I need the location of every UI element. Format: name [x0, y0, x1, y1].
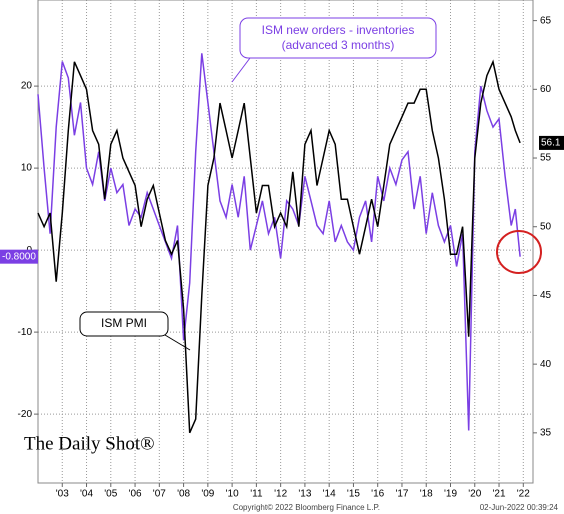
- plot-frame: [37, 0, 534, 484]
- x-tick-label: '08: [177, 489, 190, 500]
- y2-tick-label: 60: [540, 84, 552, 95]
- x-tick-label: '18: [420, 489, 433, 500]
- x-tick-label: '19: [444, 489, 457, 500]
- y2-tick-label: 35: [540, 427, 552, 438]
- brand: The Daily Shot®: [24, 433, 155, 454]
- y-tick-label: -10: [18, 327, 33, 338]
- x-tick-label: '17: [395, 489, 408, 500]
- x-tick-label: '03: [56, 489, 69, 500]
- y-tick-label: 10: [21, 163, 33, 174]
- series-line: [37, 59, 521, 434]
- x-tick-label: '13: [298, 489, 311, 500]
- x-tick-label: '12: [274, 489, 287, 500]
- y2-tick-label: 55: [540, 153, 552, 164]
- callout-box: [239, 17, 437, 59]
- timestamp: 02-Jun-2022 00:39:24: [480, 503, 559, 512]
- y2-tick-label: 45: [540, 290, 552, 301]
- y2-tick-label: 50: [540, 221, 552, 232]
- end-label: -0.8000: [2, 251, 36, 262]
- end-label-box: [0, 249, 38, 264]
- x-tick-label: '05: [104, 489, 117, 500]
- callout-text: (advanced 3 months): [282, 38, 395, 52]
- callout-text: ISM PMI: [101, 316, 147, 330]
- y2-tick-label: 65: [540, 15, 552, 26]
- x-tick-label: '20: [468, 489, 481, 500]
- x-tick-label: '15: [347, 489, 360, 500]
- x-tick-label: '07: [153, 489, 166, 500]
- callout-text: ISM new orders - inventories: [262, 23, 415, 37]
- x-tick-label: '22: [517, 489, 530, 500]
- y-tick-label: 20: [21, 81, 33, 92]
- y-tick-label: -20: [18, 409, 33, 420]
- y2-tick-label: 40: [540, 359, 552, 370]
- x-tick-label: '21: [493, 489, 506, 500]
- callout-pointer: [231, 57, 251, 83]
- end-label: 56.1: [541, 138, 561, 149]
- x-tick-label: '14: [323, 489, 336, 500]
- x-tick-label: '16: [371, 489, 384, 500]
- x-tick-label: '09: [201, 489, 214, 500]
- x-tick-label: '10: [226, 489, 239, 500]
- copyright: Copyright© 2022 Bloomberg Finance L.P.: [233, 503, 380, 512]
- end-label-box: [539, 135, 564, 150]
- series-line: [37, 53, 521, 431]
- x-tick-label: '06: [129, 489, 142, 500]
- x-tick-label: '04: [80, 489, 93, 500]
- callout-box: [79, 311, 169, 337]
- x-tick-label: '11: [250, 489, 263, 500]
- highlight-circle: [496, 230, 542, 274]
